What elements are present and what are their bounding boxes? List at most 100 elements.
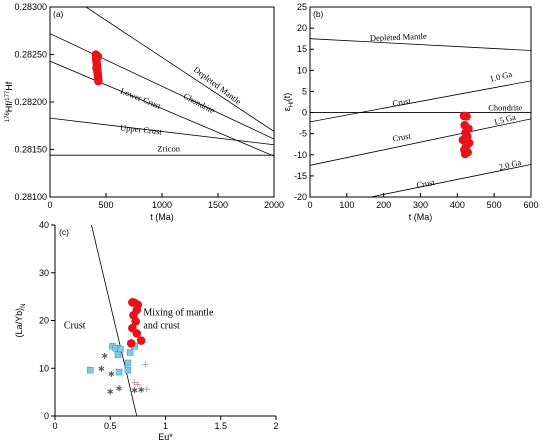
panel-c-data-point (132, 329, 142, 338)
panel-a-plot-area (50, 7, 274, 157)
panel-b-x-tick-label: 300 (413, 200, 428, 210)
panel-b-y-tick-label: -15 (294, 171, 307, 181)
panel-a-reference-line (50, 60, 274, 157)
panel-a-label: (a) (53, 9, 64, 19)
panel-c-data-point (107, 388, 114, 395)
panel-b-x-tick-label: 600 (523, 200, 538, 210)
panel-c-x-tick-label: 1 (163, 421, 168, 431)
panel-b-x-axis-title: t (Ma) (409, 212, 433, 222)
panel-c-data-point (131, 387, 138, 394)
panel-a-y-tick-label: 0.28300 (14, 2, 47, 12)
panel-a-reference-line (50, 33, 274, 140)
panel-c-data-point (116, 385, 122, 392)
panel-a-y-axis-title: 176Hf/177Hf (4, 81, 14, 122)
panel-a-x-tick-label: 1000 (152, 200, 172, 210)
panel-c-data-point (131, 379, 138, 386)
panel-b-label: (b) (313, 9, 324, 19)
panel-a-y-tick-label: 0.28250 (14, 50, 47, 60)
panel-b-reference-line (370, 164, 531, 197)
panel-b-data-point (461, 129, 471, 138)
panel-c-y-tick-label: 30 (39, 268, 49, 278)
panel-b-y-tick-label: 0 (302, 108, 307, 118)
panel-c-data-point (124, 359, 132, 367)
panel-a-x-tick-label: 2000 (264, 200, 284, 210)
panel-a-reference-line-label: Chondrite (182, 91, 217, 116)
panel-c-data-point (108, 370, 115, 377)
panel-c-region-label: Crust (64, 321, 86, 332)
panel-c-data-point (114, 351, 122, 359)
panel-b-line-label: Depleted Mantle (370, 31, 427, 43)
panel-a-x-tick-label: 500 (98, 200, 113, 210)
panel-b-epsilon-hf-evolution: 0 100 200 300 400 500 600 -20 -15 -10 -5 0 5 10 15 20 25… (282, 2, 539, 222)
panel-c-data-point (142, 361, 149, 368)
panel-a-reference-line-label: Lower Crust (119, 86, 163, 112)
panel-c-y-tick-label: 10 (39, 363, 49, 373)
panel-c-label: (c) (59, 227, 69, 237)
panel-a-reference-line (85, 7, 274, 132)
panel-b-y-tick-label: -20 (294, 192, 307, 202)
panel-c-data-point (115, 368, 123, 376)
panel-c-plot-area (87, 225, 150, 416)
panel-b-x-tick-label: 0 (307, 200, 312, 210)
panel-c-data-point (131, 317, 140, 326)
panel-a-data-point (94, 76, 103, 86)
panel-b-data-point (460, 149, 470, 159)
panel-b-line-label: Chondrite (488, 102, 522, 112)
panel-b-x-tick-label: 100 (339, 200, 354, 210)
panel-c-data-point (98, 365, 105, 372)
panel-c-boundary-line (91, 225, 138, 416)
panel-b-line-label: Crust (392, 130, 413, 143)
panel-c-data-point (124, 366, 132, 374)
panel-b-y-tick-label: 10 (297, 65, 307, 75)
panel-b-y-tick-label: -5 (299, 129, 307, 139)
panel-a-hf-isotope-evolution: 0 500 1000 1500 2000 0.28100 0.28150 0.28200 0.2… (4, 2, 284, 222)
panel-b-x-tick-label: 400 (450, 200, 465, 210)
panel-b-y-axis-title: εHf(t) (282, 93, 295, 112)
panel-a-y-tick-label: 0.28150 (14, 145, 47, 155)
panel-b-y-tick-label: 15 (297, 44, 307, 54)
panel-c-x-tick-label: 0.5 (104, 421, 117, 431)
panel-b-y-tick-label: 20 (297, 23, 307, 33)
panel-c-data-point (116, 345, 124, 353)
panel-b-line-label: 2.0 Ga (498, 157, 523, 172)
panel-c-data-point (136, 336, 146, 345)
panel-c-x-tick-label: 2 (273, 421, 278, 431)
panel-c-data-point (134, 381, 141, 388)
panel-c-y-tick-label: 20 (39, 316, 49, 326)
panel-c-x-tick-label: 1.5 (214, 421, 227, 431)
panel-a-x-tick-label: 0 (47, 200, 52, 210)
panel-a-reference-line-label: Upper Crust (120, 122, 163, 136)
panel-c-data-point (126, 339, 136, 348)
panel-c-x-tick-label: 0 (52, 421, 57, 431)
panel-a-reference-line-label: Zricon (157, 143, 180, 153)
panel-a-data-point (93, 52, 103, 61)
panel-a-x-axis-title: t (Ma) (150, 212, 174, 222)
panel-c-y-tick-label: 0 (44, 411, 49, 421)
panel-c-region-label: Mixing of mantle (143, 308, 214, 319)
panel-c-region-label: and crust (143, 321, 180, 332)
panel-b-line-label: Crust (392, 95, 413, 108)
panel-c-x-axis-title: Eu* (158, 432, 173, 442)
panel-b-y-tick-label: 5 (302, 86, 307, 96)
panel-c-data-point (138, 386, 145, 393)
panel-b-line-label: 1.0 Ga (489, 69, 514, 84)
panel-c-data-point (143, 386, 150, 393)
panel-c-y-axis-title: (La/Yb)N (14, 304, 27, 338)
panel-b-plot-area (310, 38, 531, 197)
panel-a-data-point (92, 63, 101, 73)
panel-b-y-tick-label: -10 (294, 150, 307, 160)
panel-b-x-tick-label: 500 (487, 200, 502, 210)
panel-c-y-tick-label: 40 (39, 220, 49, 230)
panel-b-reference-line (310, 118, 531, 166)
panel-b-reference-line (310, 80, 531, 123)
panel-a-y-tick-label: 0.28100 (14, 192, 47, 202)
panel-b-y-tick-label: 25 (297, 2, 307, 12)
panel-a-reference-line (50, 117, 274, 146)
panel-a-x-tick-label: 1500 (208, 200, 228, 210)
panel-b-x-tick-label: 200 (376, 200, 391, 210)
panel-c-data-point (126, 349, 134, 356)
panel-c-data-point (87, 366, 94, 374)
panel-c-data-point (101, 352, 108, 359)
